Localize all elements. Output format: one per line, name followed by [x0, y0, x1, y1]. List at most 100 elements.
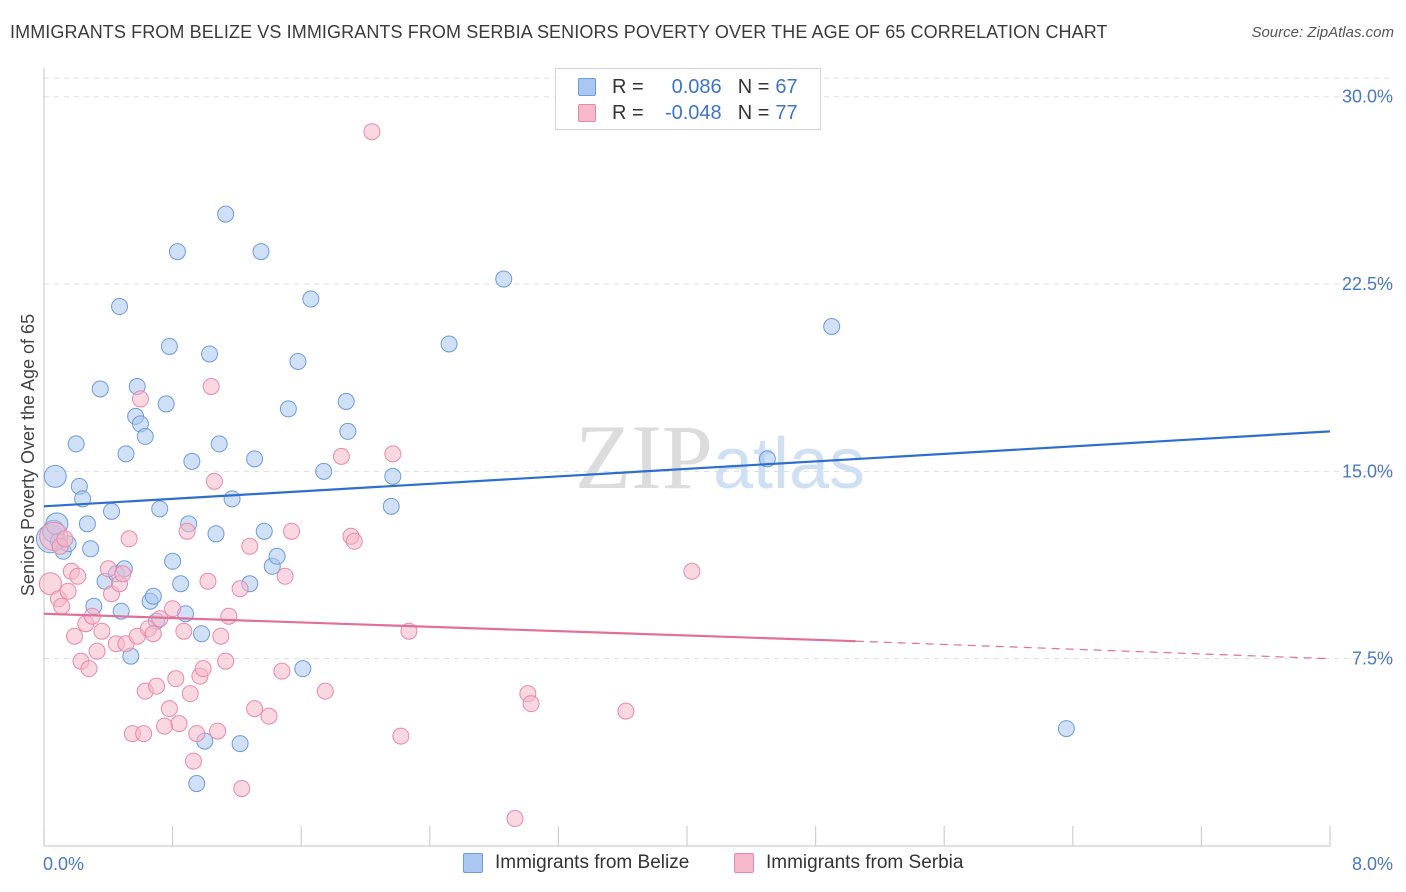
belize-point — [337, 392, 355, 410]
axis-layer — [43, 68, 1331, 847]
belize-point — [136, 427, 154, 445]
belize-point — [157, 395, 175, 413]
belize-point — [111, 298, 129, 316]
legend-n-label: N = — [737, 101, 770, 124]
serbia-point — [148, 677, 166, 695]
belize-point — [144, 587, 162, 605]
belize-swatch — [578, 78, 596, 96]
correlation-legend: R = 0.086 N = 67 R = -0.048 N = 77 — [555, 68, 821, 130]
belize-point — [252, 243, 270, 261]
serbia-point — [181, 685, 199, 703]
belize-point — [172, 575, 190, 593]
source-credit: Source: ZipAtlas.com — [1251, 24, 1394, 41]
serbia-point — [131, 390, 149, 408]
serbia-point — [167, 670, 185, 688]
belize-point — [231, 735, 249, 753]
serbia-point — [38, 572, 62, 596]
serbia-trend-line — [43, 612, 856, 643]
serbia-point — [384, 445, 402, 463]
belize-point — [183, 452, 201, 470]
belize-point — [91, 380, 109, 398]
x-tick-label-min: 0.0% — [43, 854, 84, 874]
y-tick-label: 15.0% — [1342, 461, 1393, 481]
serbia-point — [144, 625, 162, 643]
serbia-point — [392, 727, 410, 745]
belize-point — [151, 500, 169, 518]
serbia-point — [276, 567, 294, 585]
belize-point — [43, 464, 67, 488]
serbia-point — [80, 660, 98, 678]
x-tick-label-max: 8.0% — [1352, 854, 1393, 874]
serbia-point — [506, 810, 524, 828]
legend-item-serbia[interactable]: Immigrants from Serbia — [734, 852, 963, 874]
serbia-trend-extension — [855, 640, 1331, 660]
serbia-point — [194, 660, 212, 678]
serbia-point — [69, 567, 87, 585]
serbia-point — [184, 752, 202, 770]
belize-point — [82, 540, 100, 558]
serbia-point — [617, 702, 635, 720]
belize-point — [246, 450, 264, 468]
serbia-point — [217, 652, 235, 670]
belize-point — [384, 467, 402, 485]
legend-item-belize[interactable]: Immigrants from Belize — [463, 852, 689, 874]
belize-point — [117, 445, 135, 463]
belize-point — [255, 522, 273, 540]
y-tick-label: 7.5% — [1352, 649, 1393, 669]
belize-point — [339, 422, 357, 440]
serbia-point — [199, 572, 217, 590]
legend-r-label: R = — [612, 75, 644, 98]
belize-point — [440, 335, 458, 353]
serbia-point — [273, 662, 291, 680]
serbia-point — [246, 700, 264, 718]
serbia-point — [93, 622, 111, 640]
belize-point — [223, 490, 241, 508]
belize-point — [201, 345, 219, 363]
serbia-point — [363, 123, 381, 141]
serbia-point — [233, 780, 251, 798]
legend-r-value: -0.048 — [664, 101, 722, 124]
belize-point — [188, 775, 206, 793]
serbia-point — [202, 377, 220, 395]
belize-point — [823, 318, 841, 336]
legend-n-value: 77 — [775, 101, 798, 124]
serbia-point — [156, 717, 174, 735]
serbia-point — [170, 715, 188, 733]
serbia-point — [135, 725, 153, 743]
serbia-point — [231, 580, 249, 598]
serbia-point — [220, 607, 238, 625]
serbia-point — [120, 530, 138, 548]
belize-point — [315, 462, 333, 480]
serbia-point — [212, 627, 230, 645]
serbia-point — [332, 447, 350, 465]
legend-r-value: 0.086 — [671, 75, 722, 98]
serbia-point — [241, 537, 259, 555]
serbia-point — [188, 725, 206, 743]
serbia-point — [522, 695, 540, 713]
belize-point — [78, 515, 96, 533]
legend-n-label: N = — [737, 75, 770, 98]
serbia-point — [88, 642, 106, 660]
serbia-point — [56, 530, 74, 548]
watermark: ZIPatlas — [575, 406, 865, 508]
serbia-point — [66, 627, 84, 645]
belize-point — [193, 625, 211, 643]
serbia-point — [114, 565, 132, 583]
belize-point — [294, 660, 312, 678]
belize-point — [168, 243, 186, 261]
legend-row-belize: R = 0.086 N = 67 — [578, 74, 798, 100]
serbia-point — [283, 522, 301, 540]
serbia-point — [209, 722, 227, 740]
serbia-point — [178, 522, 196, 540]
y-tick-label: 22.5% — [1342, 274, 1393, 294]
belize-point — [160, 337, 178, 355]
belize-legend-swatch — [463, 853, 483, 873]
belize-point — [268, 547, 286, 565]
belize-point — [495, 270, 513, 288]
serbia-point — [164, 600, 182, 618]
serbia-point — [99, 560, 117, 578]
belize-point — [289, 352, 307, 370]
legend-n-value: 67 — [775, 75, 798, 98]
serbia-point — [260, 707, 278, 725]
